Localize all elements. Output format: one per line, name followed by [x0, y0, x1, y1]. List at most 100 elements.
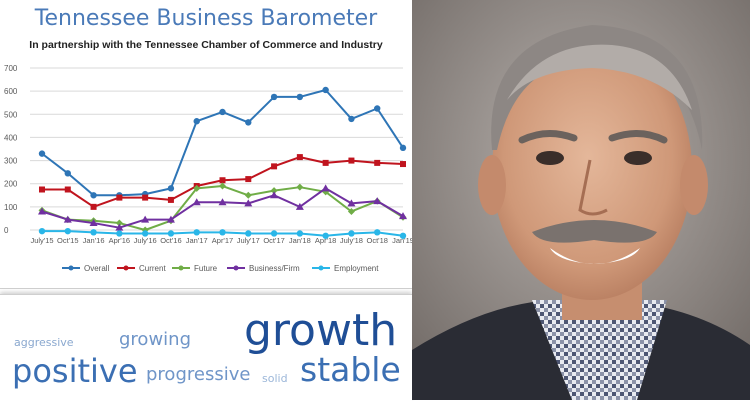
data-point	[296, 154, 303, 161]
data-point	[115, 223, 124, 231]
data-point	[89, 219, 98, 227]
data-point	[270, 230, 278, 237]
word-progressive: progressive	[146, 364, 251, 385]
data-point	[166, 215, 175, 223]
data-point	[374, 105, 381, 112]
data-point	[348, 230, 355, 237]
data-point	[38, 207, 46, 215]
data-point	[219, 177, 226, 184]
chart-subtitle: In partnership with the Tennessee Chambe…	[29, 39, 383, 51]
x-tick-label: Jan'16	[83, 236, 105, 245]
data-point	[141, 215, 150, 223]
data-point	[167, 185, 175, 192]
data-point	[244, 191, 252, 199]
legend-marker	[68, 265, 74, 271]
legend-marker	[123, 265, 129, 271]
data-point	[90, 229, 97, 236]
data-point	[295, 202, 304, 210]
y-tick-label: 700	[4, 64, 18, 73]
x-tick-label: Jan'17	[186, 236, 208, 245]
chart-panel: 0 100 200 300 400 500 600 700 July'15 Oct'15 Jan'1…	[0, 0, 413, 289]
x-tick-label: Apr'18	[315, 236, 336, 245]
data-point	[115, 219, 123, 227]
x-tick-label: Apr'16	[109, 236, 130, 245]
legend-label: Overall	[84, 264, 110, 273]
data-point	[399, 232, 407, 239]
word-cloud: aggressive growing growth positive progr…	[0, 294, 412, 401]
y-tick-label: 500	[4, 110, 18, 119]
data-point	[347, 207, 355, 215]
data-point	[167, 196, 174, 203]
y-tick-label: 100	[4, 203, 18, 212]
chart-title: Tennessee Business Barometer	[34, 6, 378, 31]
data-point	[348, 157, 355, 164]
legend-marker	[318, 265, 324, 271]
x-tick-label: Oct'15	[57, 236, 78, 245]
x-tick-label: Jan'19	[392, 236, 412, 245]
data-point	[193, 229, 200, 236]
x-tick-label: Oct'17	[263, 236, 284, 245]
data-point	[399, 144, 407, 152]
line-chart: 0 100 200 300 400 500 600 700 July'15 Oct'15 Jan'1…	[4, 64, 412, 273]
x-tick-label: July'18	[340, 236, 363, 245]
data-point	[64, 186, 71, 193]
data-point	[271, 163, 278, 170]
word-growing: growing	[119, 329, 191, 350]
x-tick-label: July'16	[134, 236, 157, 245]
word-solid: solid	[262, 372, 288, 385]
x-tick-label: July'17	[237, 236, 260, 245]
data-point	[373, 197, 382, 205]
data-point	[347, 199, 356, 207]
data-point	[270, 191, 279, 199]
data-point	[64, 170, 71, 177]
y-tick-label: 200	[4, 180, 18, 189]
portrait-photo	[412, 0, 750, 400]
data-point	[348, 115, 355, 123]
data-point	[245, 119, 252, 126]
legend-label: Employment	[334, 264, 379, 273]
x-tick-label: Oct'16	[160, 236, 181, 245]
data-point	[270, 187, 278, 195]
data-point	[245, 230, 252, 237]
data-point	[219, 229, 226, 236]
legend-label: Current	[139, 264, 166, 273]
word-aggressive: aggressive	[14, 336, 74, 349]
data-point	[219, 182, 226, 190]
data-point	[141, 230, 149, 237]
y-tick-label: 0	[4, 226, 9, 235]
y-tick-label: 400	[4, 133, 18, 142]
word-growth: growth	[244, 305, 398, 356]
data-point	[90, 192, 97, 199]
word-stable: stable	[300, 350, 401, 389]
portrait-illustration	[412, 0, 750, 400]
data-point	[374, 229, 381, 236]
y-tick-label: 300	[4, 157, 18, 166]
data-point	[38, 150, 46, 157]
x-tick-label: Oct'18	[366, 236, 387, 245]
data-point	[322, 159, 329, 166]
x-tick-label: Jan'18	[289, 236, 311, 245]
data-point	[296, 230, 304, 237]
data-point	[245, 176, 252, 183]
legend-marker	[178, 265, 184, 271]
data-point	[90, 203, 97, 210]
x-tick-label: July'15	[30, 236, 53, 245]
data-point	[38, 227, 46, 235]
data-point	[193, 184, 201, 192]
data-point	[321, 184, 330, 192]
data-point	[296, 183, 304, 191]
data-point	[63, 215, 72, 223]
x-tick-label: Apr'17	[212, 236, 233, 245]
data-point	[39, 186, 45, 193]
data-point	[192, 198, 201, 206]
legend-marker	[233, 265, 239, 271]
data-point	[116, 194, 123, 201]
legend-label: Business/Firm	[249, 264, 300, 273]
word-positive: positive	[12, 352, 138, 390]
data-point	[219, 108, 226, 116]
data-point	[400, 161, 406, 168]
data-point	[142, 194, 149, 201]
data-point	[64, 227, 71, 235]
data-point	[270, 93, 278, 101]
data-point	[296, 93, 304, 101]
